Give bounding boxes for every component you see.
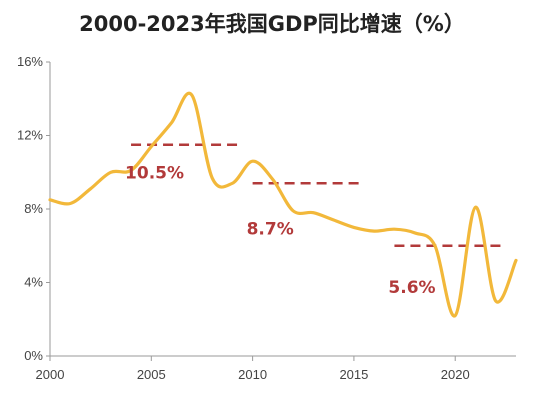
average-label: 8.7% [247,219,294,239]
y-tick-label: 4% [24,275,43,290]
x-tick-label: 2000 [36,367,65,382]
x-tick-group: 2000 2005 2010 2015 2020 [36,356,470,382]
y-tick-label: 8% [24,201,43,216]
y-tick-label: 16% [17,54,43,69]
y-tick-label: 12% [17,128,43,143]
y-tick-group: 0% 4% 8% 12% 16% [17,54,50,363]
x-tick-label: 2020 [441,367,470,382]
x-tick-label: 2015 [339,367,368,382]
x-tick-label: 2010 [238,367,267,382]
average-label: 5.6% [388,278,435,298]
average-label: 10.5% [125,164,184,184]
y-tick-label: 0% [24,348,43,363]
average-labels-group: 10.5% 8.7% 5.6% [125,164,436,298]
gdp-growth-line [48,91,518,318]
x-tick-label: 2005 [137,367,166,382]
chart-title: 2000-2023年我国GDP同比增速（%） [79,12,465,36]
average-lines-group [131,143,506,247]
